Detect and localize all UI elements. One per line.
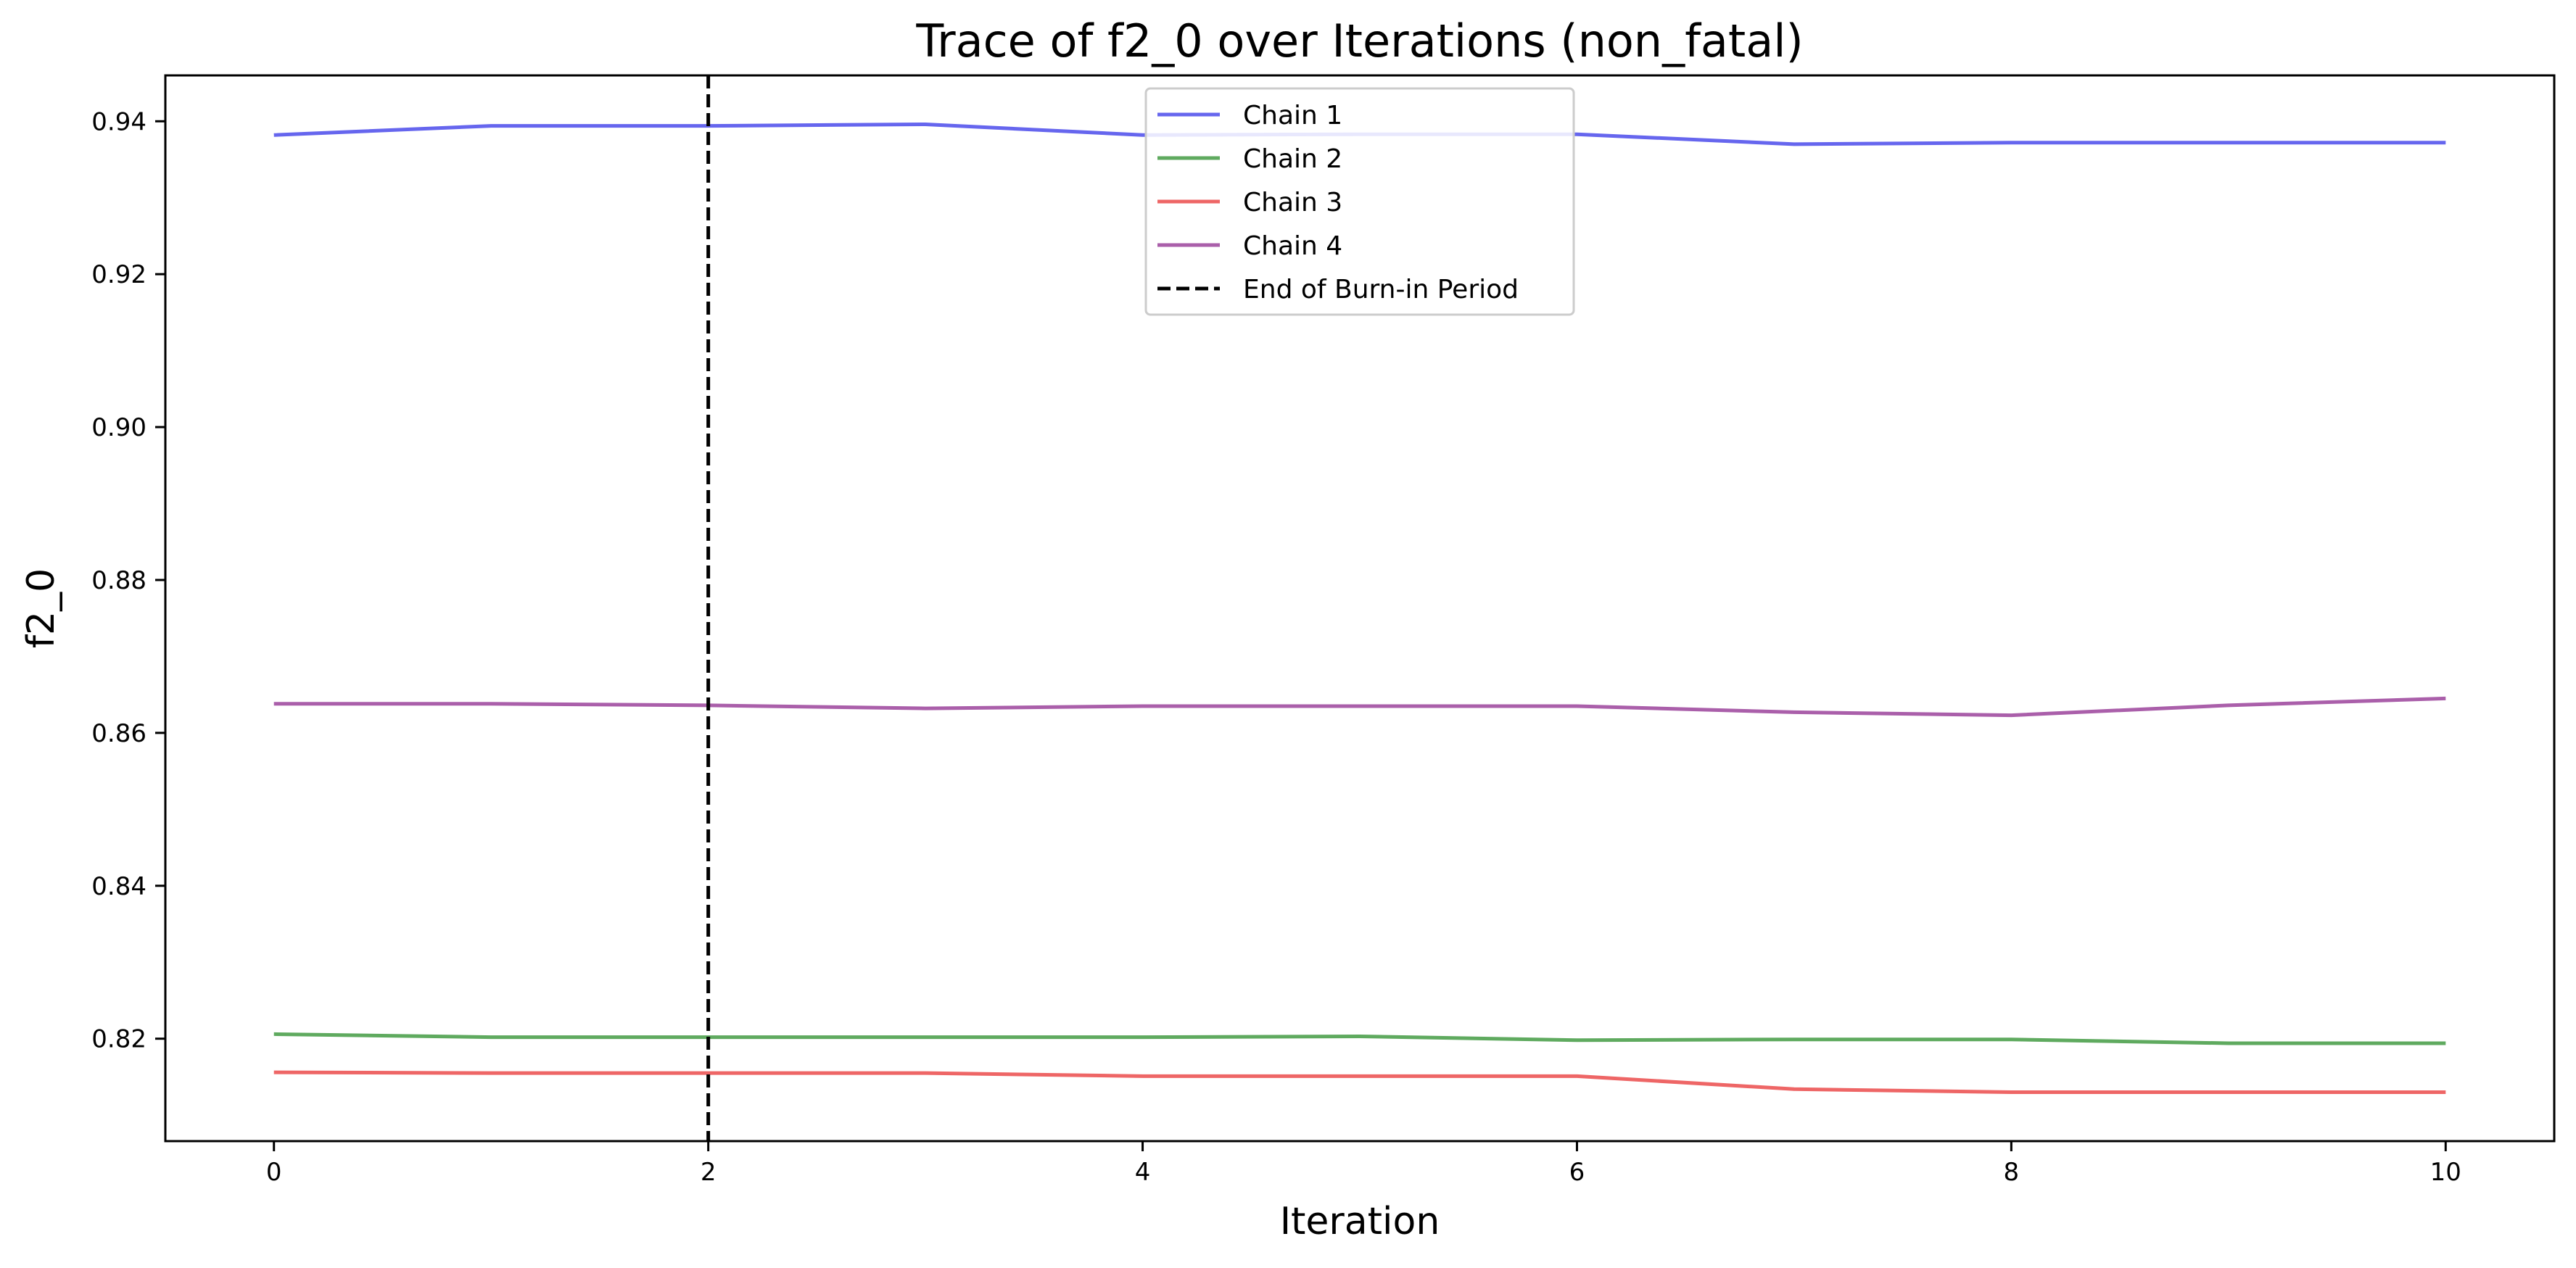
y-tick-label: 0.86 bbox=[91, 719, 146, 748]
x-axis-title: Iteration bbox=[1280, 1200, 1440, 1243]
x-tick-label: 2 bbox=[701, 1158, 717, 1187]
legend-item[interactable]: Chain 3 bbox=[1157, 188, 1342, 217]
legend-item[interactable]: Chain 4 bbox=[1157, 231, 1342, 261]
legend-label: End of Burn-in Period bbox=[1243, 275, 1519, 304]
chart-title: Trace of f2_0 over Iterations (non_fatal… bbox=[915, 14, 1803, 67]
series-line-chain-2 bbox=[273, 1032, 2446, 1045]
y-tick-label: 0.90 bbox=[91, 413, 146, 442]
y-tick-label: 0.88 bbox=[91, 566, 146, 595]
y-tick-label: 0.84 bbox=[91, 872, 146, 901]
legend-label: Chain 1 bbox=[1243, 101, 1342, 130]
y-tick-label: 0.82 bbox=[91, 1025, 146, 1054]
x-tick-label: 0 bbox=[266, 1158, 282, 1187]
y-tick-label: 0.92 bbox=[91, 260, 146, 289]
x-tick-label: 6 bbox=[1569, 1158, 1585, 1187]
x-tick-label: 4 bbox=[1135, 1158, 1151, 1187]
x-tick-label: 8 bbox=[2004, 1158, 2020, 1187]
x-tick-label: 10 bbox=[2430, 1158, 2461, 1187]
legend-label: Chain 3 bbox=[1243, 188, 1342, 217]
legend-label: Chain 2 bbox=[1243, 144, 1342, 174]
y-tick-label: 0.94 bbox=[91, 107, 146, 136]
legend-label: Chain 4 bbox=[1243, 231, 1342, 261]
legend[interactable]: Chain 1 Chain 2 Chain 3 Chain 4 End of Burn-… bbox=[1144, 87, 1575, 316]
y-axis: 0.82 0.84 0.86 0.88 0.90 0.92 0.94 bbox=[91, 107, 165, 1054]
plot-frame bbox=[164, 74, 2556, 1143]
series-line-chain-3 bbox=[273, 1070, 2446, 1094]
legend-box bbox=[1144, 87, 1575, 316]
series-line-chain-4 bbox=[273, 696, 2446, 718]
x-axis: 0 2 4 6 8 10 bbox=[266, 1141, 2461, 1187]
y-axis-title: f2_0 bbox=[20, 568, 63, 648]
legend-item[interactable]: Chain 1 bbox=[1157, 101, 1342, 130]
legend-item[interactable]: Chain 2 bbox=[1157, 144, 1342, 174]
legend-item[interactable]: End of Burn-in Period bbox=[1157, 275, 1519, 304]
